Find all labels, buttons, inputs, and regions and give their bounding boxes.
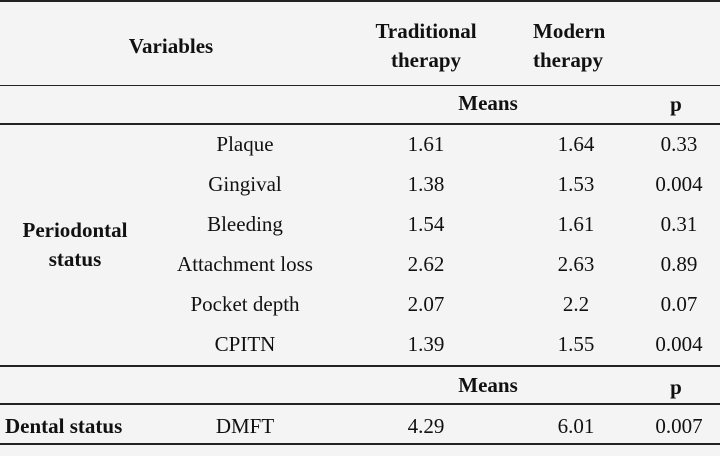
row-p: 0.07 [660, 292, 698, 316]
row-label: Bleeding [207, 212, 283, 236]
row-modern: 1.53 [557, 172, 595, 196]
header-p: p [670, 92, 682, 116]
row-p: 0.007 [655, 414, 703, 438]
row-modern: 1.61 [557, 212, 595, 236]
row-modern: 1.55 [557, 332, 595, 356]
row-traditional: 2.62 [407, 252, 445, 276]
row-label: Attachment loss [177, 252, 313, 276]
section-rule [0, 365, 720, 367]
header-modern-line1: Modern [533, 19, 606, 43]
header-means: Means [458, 91, 518, 115]
row-p: 0.33 [660, 132, 698, 156]
row-traditional: 2.07 [407, 292, 445, 316]
row-traditional: 1.39 [407, 332, 445, 356]
row-modern: 1.64 [557, 132, 595, 156]
row-p: 0.89 [660, 252, 698, 276]
dental-means-rule [0, 403, 720, 405]
header-traditional-line2: therapy [391, 48, 461, 72]
header-modern-line2: therapy [533, 48, 603, 72]
group-periodontal-line1: Periodontal [22, 218, 128, 242]
row-traditional: 1.38 [407, 172, 445, 196]
means-rule [0, 123, 720, 125]
group-periodontal-line2: status [48, 247, 102, 271]
header-traditional-line1: Traditional [375, 19, 477, 43]
header-variables: Variables [128, 34, 214, 58]
group-dental-status: Dental status [5, 414, 123, 438]
row-p: 0.004 [655, 332, 703, 356]
row-traditional: 4.29 [407, 414, 445, 438]
row-modern: 2.2 [562, 292, 590, 316]
row-label: DMFT [215, 414, 275, 438]
row-p: 0.004 [655, 172, 703, 196]
row-label: CPITN [214, 332, 276, 356]
row-traditional: 1.54 [407, 212, 445, 236]
row-p: 0.31 [660, 212, 698, 236]
header-rule [0, 85, 720, 86]
dental-header-means: Means [458, 373, 518, 397]
bottom-rule [0, 443, 720, 445]
row-traditional: 1.61 [407, 132, 445, 156]
top-rule [0, 0, 720, 2]
row-label: Pocket depth [190, 292, 300, 316]
row-modern: 6.01 [557, 414, 595, 438]
dental-header-p: p [670, 375, 682, 399]
row-label: Gingival [208, 172, 282, 196]
row-label: Plaque [216, 132, 274, 156]
row-modern: 2.63 [557, 252, 595, 276]
